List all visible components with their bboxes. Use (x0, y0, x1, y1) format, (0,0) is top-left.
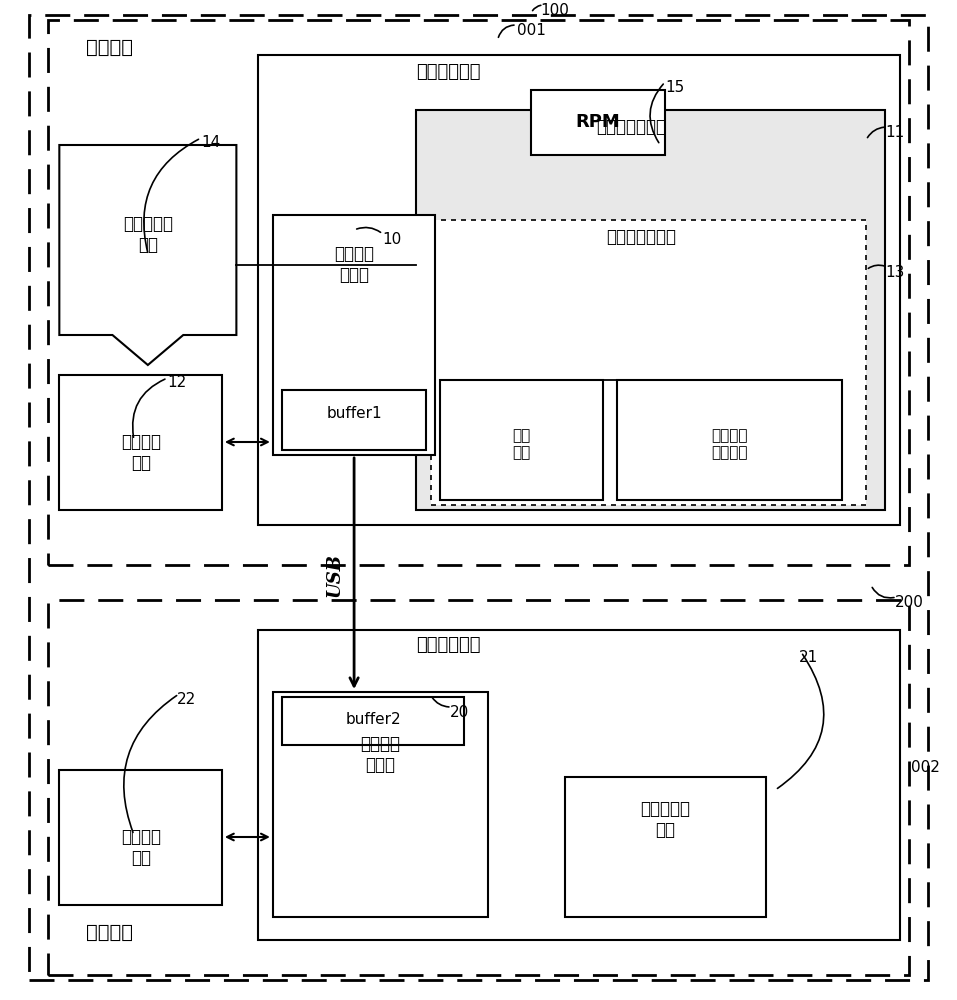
Text: 14: 14 (201, 135, 220, 150)
Text: 第一射频
模块: 第一射频 模块 (121, 433, 161, 472)
Text: 虚拟片内
操作系统: 虚拟片内 操作系统 (711, 428, 747, 460)
Text: 第一应用
处理器: 第一应用 处理器 (334, 245, 374, 284)
Text: 100: 100 (541, 3, 569, 18)
Text: 11: 11 (885, 125, 904, 140)
Text: buffer1: buffer1 (326, 406, 382, 420)
Text: RPM: RPM (576, 113, 620, 131)
Polygon shape (273, 215, 435, 455)
Text: 20: 20 (450, 705, 469, 720)
Text: 第二调制解
调器: 第二调制解 调器 (640, 800, 690, 839)
Text: 虚拟用户识别卡: 虚拟用户识别卡 (606, 228, 677, 246)
Polygon shape (282, 697, 464, 745)
Text: 21: 21 (799, 650, 818, 665)
Text: 移动终端: 移动终端 (86, 38, 133, 57)
Text: 存储
模块: 存储 模块 (512, 428, 531, 460)
Polygon shape (440, 380, 603, 500)
Polygon shape (431, 220, 866, 505)
Text: 第二应用
处理器: 第二应用 处理器 (360, 735, 400, 774)
Polygon shape (59, 145, 236, 365)
Polygon shape (565, 777, 766, 917)
Text: 12: 12 (167, 375, 187, 390)
Polygon shape (416, 110, 885, 510)
Text: 第二射频
模块: 第二射频 模块 (121, 828, 161, 867)
Polygon shape (273, 692, 488, 917)
Polygon shape (617, 380, 842, 500)
Text: 22: 22 (177, 692, 196, 707)
Polygon shape (282, 390, 426, 450)
Text: buffer2: buffer2 (345, 712, 401, 728)
Polygon shape (258, 630, 900, 940)
Text: 10: 10 (383, 232, 402, 247)
Polygon shape (59, 375, 222, 510)
Polygon shape (59, 770, 222, 905)
Text: 第一处理芯片: 第一处理芯片 (416, 63, 480, 81)
Polygon shape (258, 55, 900, 525)
Text: 13: 13 (885, 265, 904, 280)
Text: 200: 200 (895, 595, 924, 610)
Text: 外接设备: 外接设备 (86, 923, 133, 942)
Text: 第一处理芯片: 第一处理芯片 (416, 636, 480, 654)
Text: 实体用户识
别卡: 实体用户识 别卡 (123, 215, 173, 254)
Text: 001: 001 (517, 23, 545, 38)
Text: USB: USB (326, 553, 344, 597)
Text: 第一调制解调器: 第一调制解调器 (596, 118, 667, 136)
Text: 002: 002 (911, 760, 940, 775)
Text: 15: 15 (665, 80, 684, 95)
Polygon shape (531, 90, 665, 155)
